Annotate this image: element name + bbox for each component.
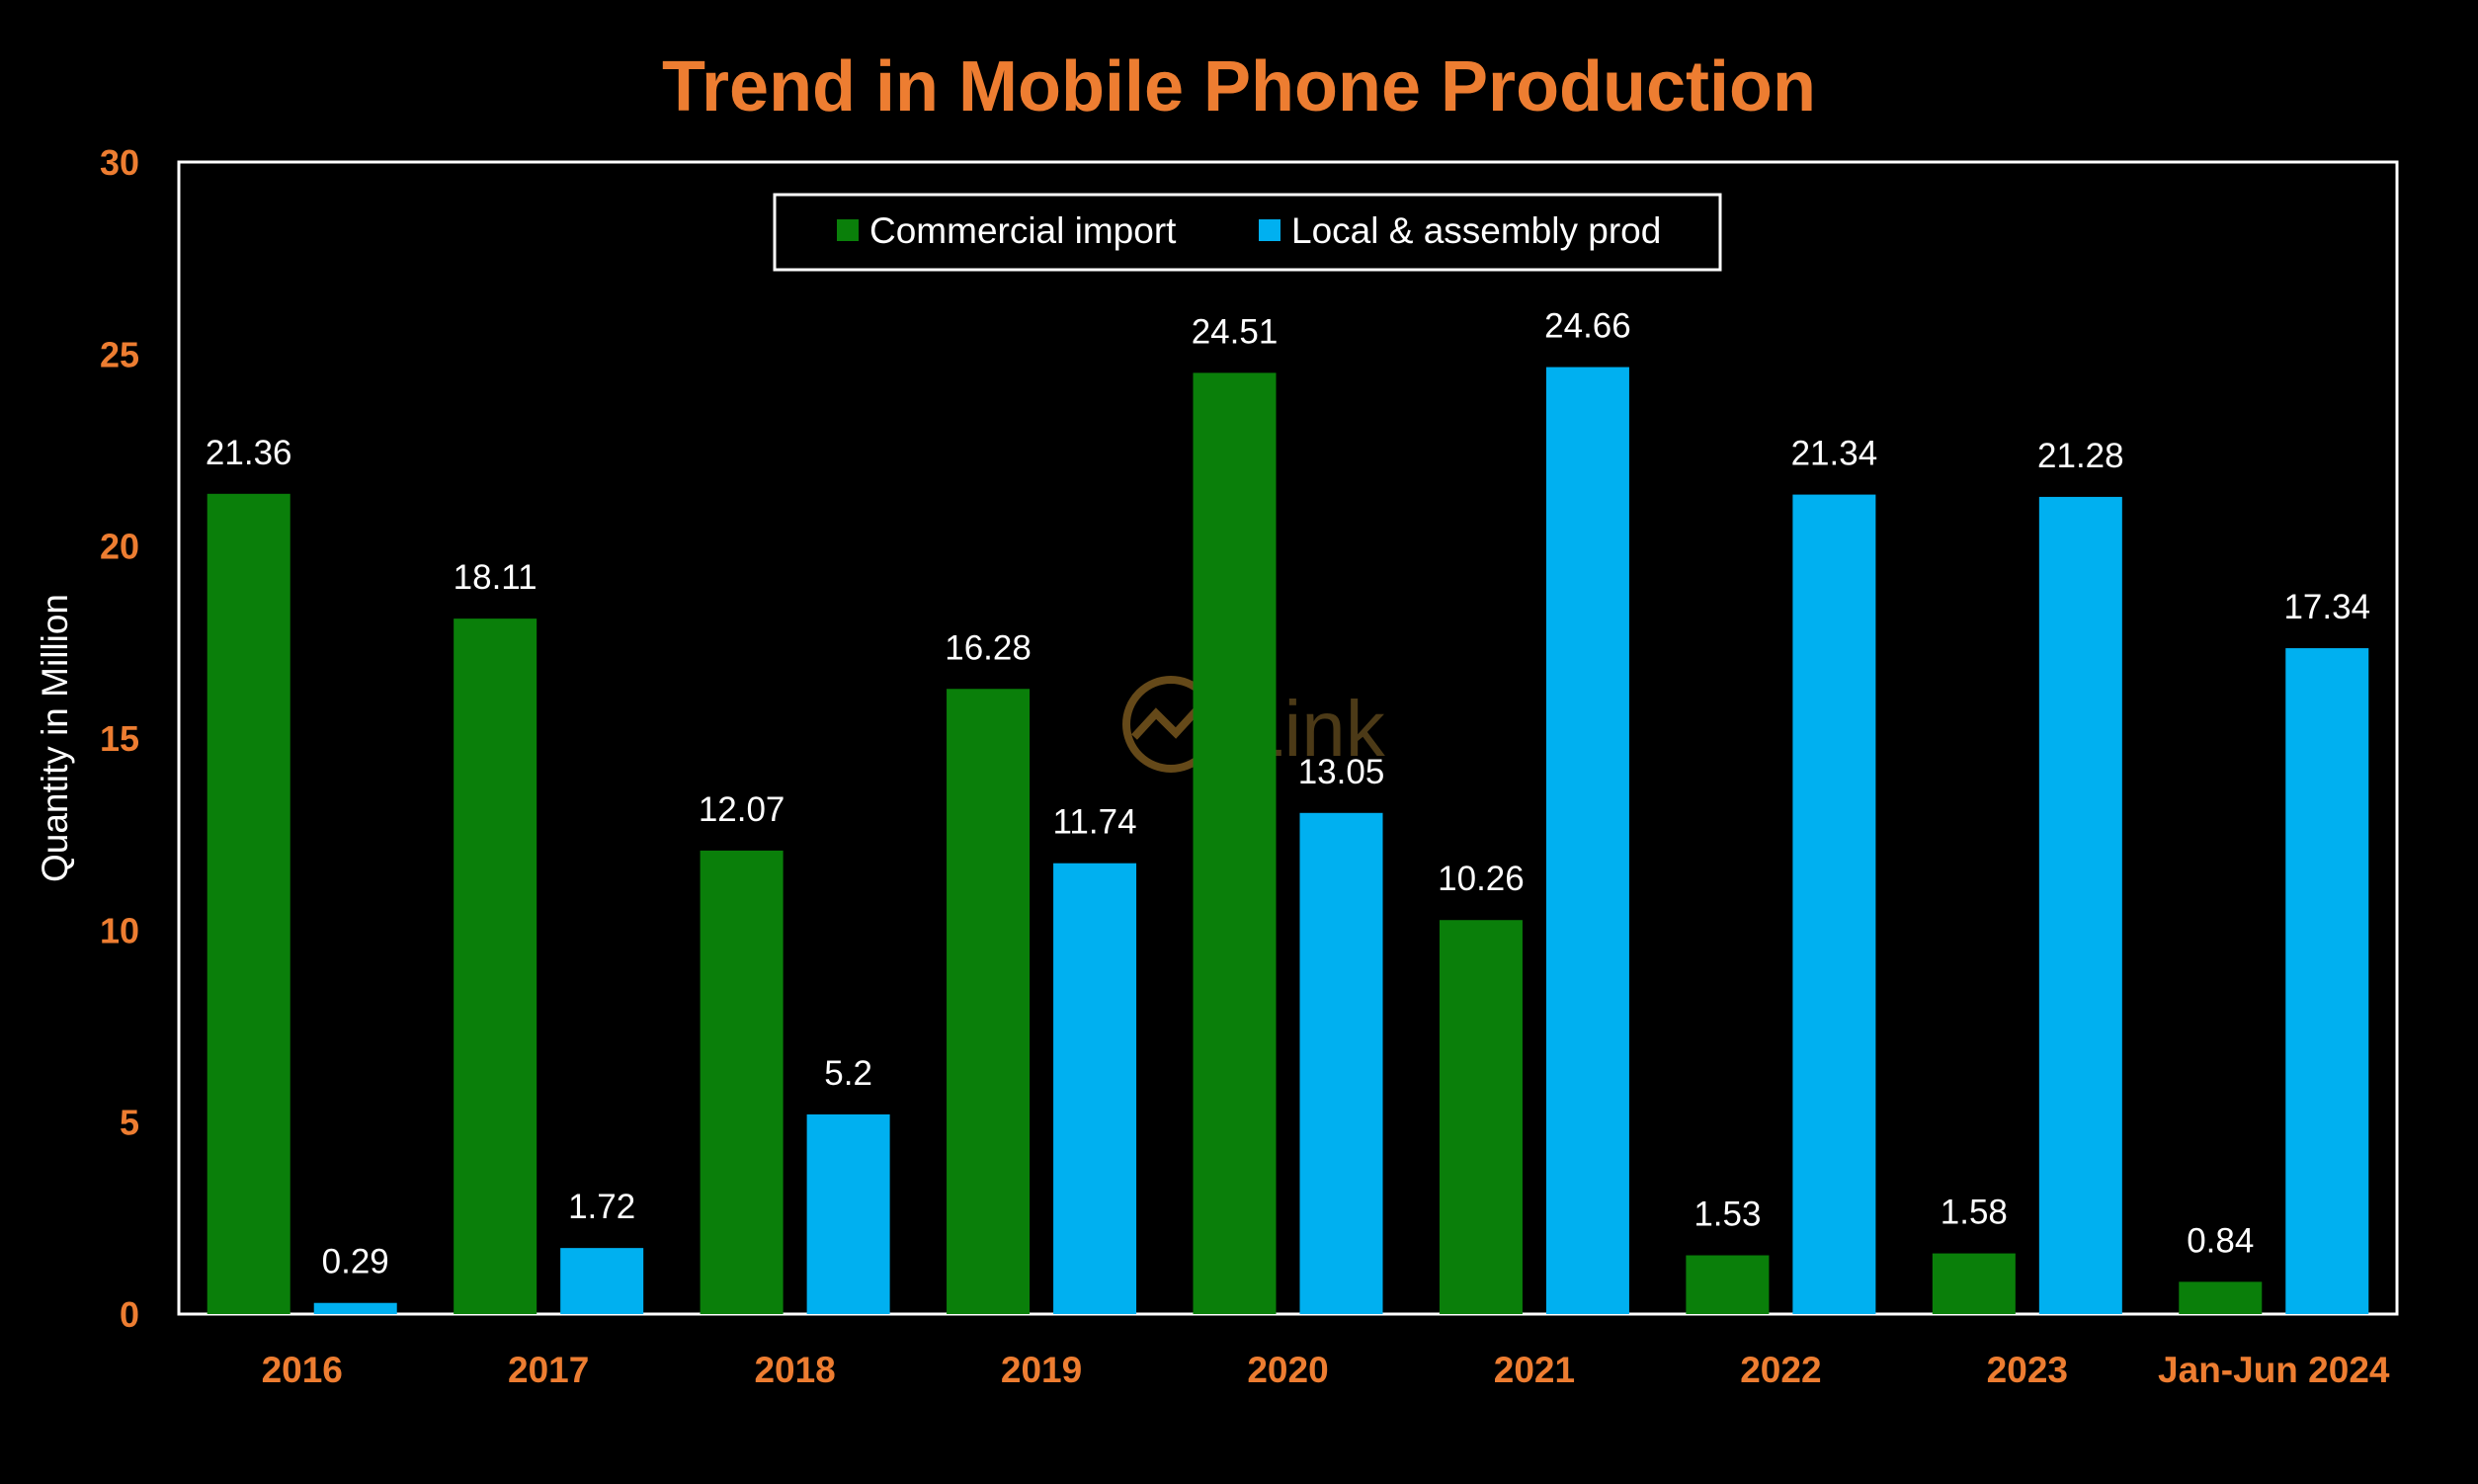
bar-local-assembly-prod bbox=[1299, 812, 1383, 1314]
bar-local-assembly-prod bbox=[2285, 648, 2369, 1314]
y-tick-label: 25 bbox=[100, 334, 139, 374]
bar-commercial-import bbox=[1686, 1255, 1770, 1314]
bar-commercial-import bbox=[454, 618, 537, 1314]
legend-label-local-assembly-prod: Local & assembly prod bbox=[1291, 210, 1661, 251]
bar-local-assembly-prod bbox=[806, 1113, 890, 1314]
data-label: 1.58 bbox=[1941, 1194, 2008, 1232]
x-tick-label: 2021 bbox=[1494, 1350, 1575, 1390]
legend-swatch-local-assembly-prod bbox=[1259, 219, 1280, 241]
data-label: 1.72 bbox=[568, 1188, 635, 1226]
data-label: 18.11 bbox=[454, 558, 537, 597]
data-label: 24.66 bbox=[1544, 307, 1631, 346]
y-tick-label: 10 bbox=[100, 910, 139, 950]
data-label: 21.36 bbox=[206, 434, 292, 472]
legend-box bbox=[773, 193, 1722, 272]
data-labels-group: 21.36 18.11 12.07 16.28 24.51 10.26 1.53 1.58 0.… bbox=[206, 307, 2370, 1281]
bar-local-assembly-prod bbox=[2038, 496, 2122, 1314]
bar-local-assembly-prod bbox=[1053, 863, 1137, 1314]
x-tick-label: 2016 bbox=[262, 1350, 343, 1390]
y-tick-label: 15 bbox=[100, 718, 139, 759]
plot-frame bbox=[177, 160, 2399, 1316]
y-tick-label: 20 bbox=[100, 527, 139, 567]
data-label: 11.74 bbox=[1053, 803, 1137, 842]
bar-commercial-import bbox=[947, 689, 1031, 1314]
legend-swatch-commercial-import bbox=[837, 219, 859, 241]
y-tick-label: 5 bbox=[120, 1103, 139, 1143]
data-label: 12.07 bbox=[699, 790, 785, 829]
bar-local-assembly-prod bbox=[313, 1302, 397, 1314]
bar-local-assembly-prod bbox=[1545, 367, 1629, 1315]
bar-commercial-import bbox=[206, 493, 290, 1315]
data-label: 24.51 bbox=[1192, 312, 1279, 351]
data-label: 21.34 bbox=[1791, 435, 1878, 473]
x-tick-label: 2022 bbox=[1740, 1350, 1821, 1390]
x-tick-label: 2017 bbox=[508, 1350, 589, 1390]
x-tick-label: 2018 bbox=[754, 1350, 835, 1390]
data-label: 13.05 bbox=[1298, 753, 1385, 791]
x-tick-label: 2019 bbox=[1001, 1350, 1082, 1390]
x-tick-label: 2023 bbox=[1987, 1350, 2068, 1390]
data-label: 10.26 bbox=[1438, 860, 1525, 898]
data-label: 16.28 bbox=[945, 628, 1032, 667]
bar-local-assembly-prod bbox=[1792, 494, 1876, 1314]
bar-commercial-import bbox=[700, 850, 784, 1314]
y-axis-label: Quantity in Million bbox=[35, 594, 75, 882]
data-label: 17.34 bbox=[2283, 588, 2370, 626]
y-tick-label: 0 bbox=[120, 1294, 139, 1335]
legend: Commercial import Local & assembly prod bbox=[773, 193, 1722, 272]
y-tick-label: 30 bbox=[100, 142, 139, 183]
y-axis-ticks: 0 5 10 15 20 25 30 bbox=[100, 142, 139, 1335]
data-label: 21.28 bbox=[2037, 437, 2124, 475]
data-label: 5.2 bbox=[824, 1054, 872, 1093]
bar-commercial-import bbox=[1439, 920, 1523, 1314]
legend-label-commercial-import: Commercial import bbox=[869, 210, 1177, 251]
bar-commercial-import bbox=[1193, 372, 1277, 1314]
x-tick-label: 2020 bbox=[1247, 1350, 1328, 1390]
x-tick-label: Jan-Jun 2024 bbox=[2158, 1350, 2390, 1390]
bar-local-assembly-prod bbox=[560, 1248, 644, 1314]
data-label: 0.84 bbox=[2187, 1221, 2254, 1260]
x-axis-ticks: 2016 2017 2018 2019 2020 2021 2022 2023 Jan-Jun … bbox=[262, 1350, 2390, 1390]
data-label: 1.53 bbox=[1693, 1195, 1761, 1234]
chart-title: Trend in Mobile Phone Production bbox=[662, 47, 1816, 126]
bar-commercial-import bbox=[1932, 1253, 2016, 1314]
bar-commercial-import bbox=[2179, 1281, 2263, 1314]
data-label: 0.29 bbox=[322, 1243, 389, 1281]
bars-group bbox=[206, 367, 2369, 1315]
